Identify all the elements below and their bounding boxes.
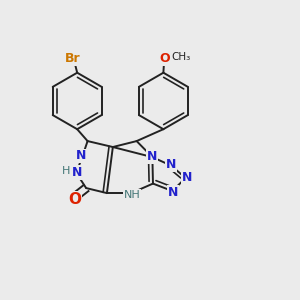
Text: N: N [167,186,178,199]
Text: N: N [166,158,177,171]
Text: Br: Br [65,52,80,65]
Text: H: H [62,167,71,176]
Text: O: O [160,52,170,65]
Text: N: N [182,171,192,184]
Text: N: N [147,150,157,163]
Text: N: N [76,149,86,162]
Text: NH: NH [124,190,140,200]
Text: CH₃: CH₃ [171,52,190,62]
Text: O: O [68,192,81,207]
Text: N: N [72,166,82,179]
